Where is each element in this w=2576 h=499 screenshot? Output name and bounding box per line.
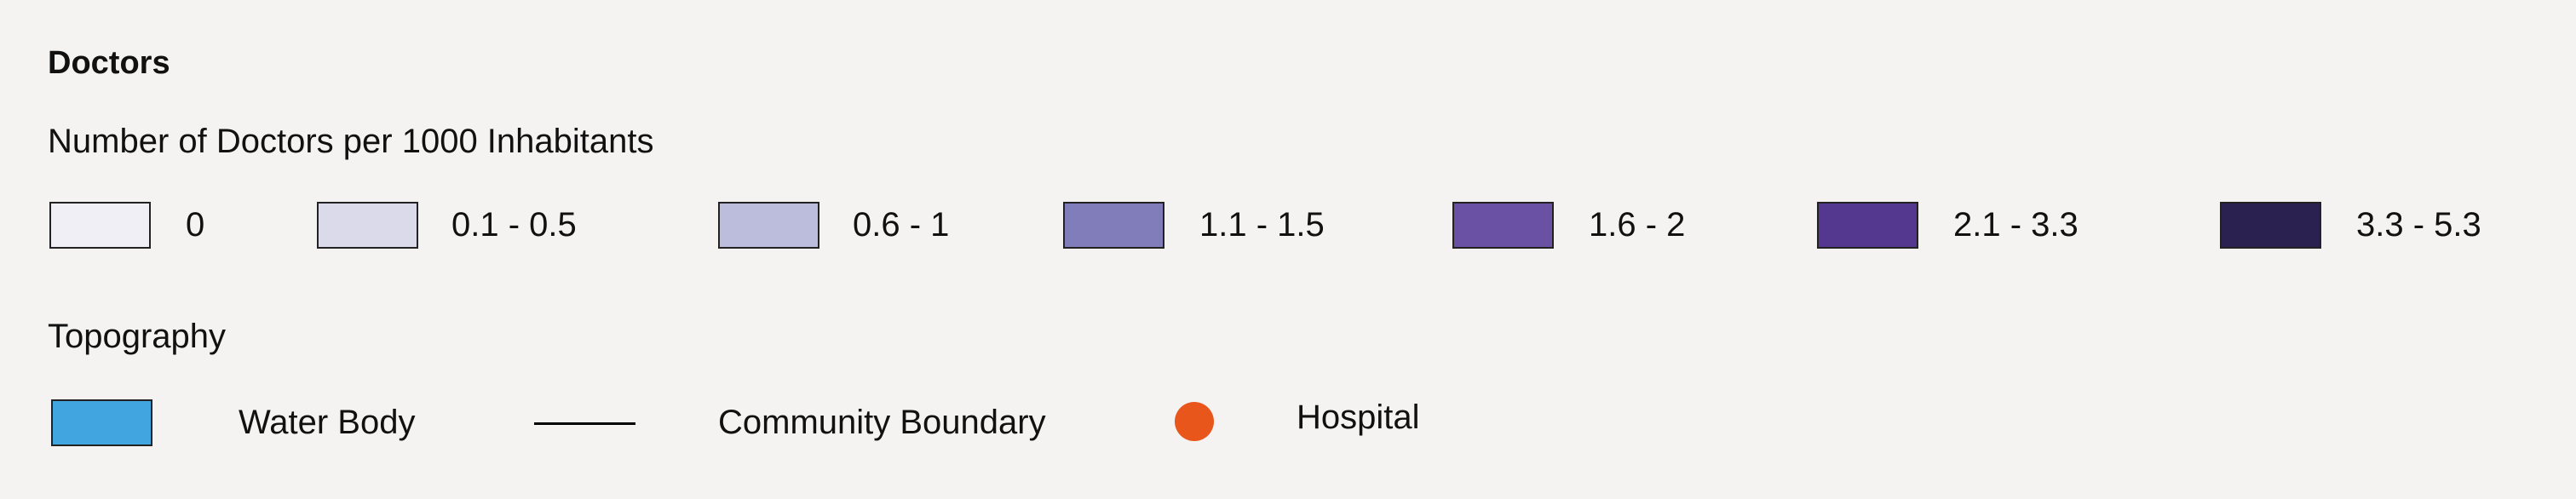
class-label: 0.6 - 1: [853, 206, 950, 244]
class-label: 3.3 - 5.3: [2356, 206, 2481, 244]
class-label: 2.1 - 3.3: [1953, 206, 2079, 244]
class-swatch: [1452, 202, 1554, 249]
class-label: 1.6 - 2: [1589, 206, 1686, 244]
topography-title: Topography: [48, 318, 227, 355]
class-swatch: [49, 202, 151, 249]
boundary-line: [534, 422, 635, 425]
class-swatch: [718, 202, 819, 249]
topography-label: Hospital: [1297, 399, 1420, 436]
hospital-dot: [1175, 402, 1214, 441]
class-swatch: [317, 202, 418, 249]
class-label: 0.1 - 0.5: [451, 206, 577, 244]
water-swatch: [51, 399, 152, 446]
class-label: 0: [186, 206, 205, 244]
class-swatch: [1817, 202, 1918, 249]
class-swatch: [1063, 202, 1164, 249]
legend-subtitle: Number of Doctors per 1000 Inhabitants: [48, 123, 654, 160]
class-label: 1.1 - 1.5: [1199, 206, 1325, 244]
legend-title: Doctors: [48, 45, 170, 81]
topography-label: Community Boundary: [718, 404, 1046, 441]
class-swatch: [2220, 202, 2321, 249]
topography-label: Water Body: [239, 404, 416, 441]
